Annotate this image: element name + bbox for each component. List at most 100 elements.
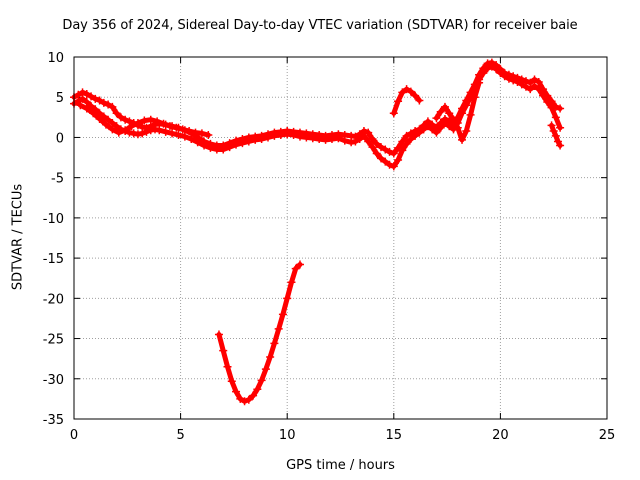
data-point: [153, 117, 162, 126]
data-point: [291, 264, 300, 273]
data-point: [364, 128, 373, 137]
plot-frame: [73, 56, 608, 420]
data-point: [398, 137, 407, 146]
data-point: [197, 129, 206, 138]
grid: [74, 57, 607, 419]
data-point: [104, 115, 113, 124]
data-point: [180, 132, 189, 141]
data-point: [551, 113, 560, 122]
data-point: [359, 131, 368, 140]
data-point: [315, 135, 324, 144]
data-point: [551, 131, 560, 140]
data-point: [155, 126, 164, 135]
data-point: [394, 155, 403, 164]
data-point: [394, 143, 403, 152]
data-point: [223, 362, 232, 371]
data-point: [266, 353, 275, 362]
series-line: [71, 64, 563, 169]
data-point: [116, 113, 125, 122]
data-point: [206, 143, 215, 152]
data-point: [470, 93, 479, 102]
data-point: [419, 125, 428, 134]
data-point: [492, 65, 501, 74]
data-point: [133, 130, 142, 139]
data-point: [513, 77, 522, 86]
data-point: [104, 100, 113, 109]
data-point: [251, 135, 260, 144]
data-point: [232, 140, 241, 149]
data-point: [445, 122, 454, 131]
y-tick-label: 10: [47, 51, 64, 66]
data-point: [372, 139, 381, 148]
data-point: [428, 125, 437, 134]
data-point: [377, 154, 386, 163]
chart-title: Day 356 of 2024, Sidereal Day-to-day VTE…: [62, 18, 578, 33]
data-point: [185, 127, 194, 136]
data-point: [440, 118, 449, 127]
data-point: [108, 102, 117, 111]
data-point: [487, 62, 496, 71]
series-track-c: [76, 101, 213, 140]
x-tick-label: 5: [176, 428, 184, 443]
data-point: [193, 138, 202, 147]
data-point: [389, 109, 398, 118]
data-point: [270, 131, 279, 140]
data-point: [321, 135, 330, 144]
data-point: [432, 114, 441, 123]
data-point: [368, 135, 377, 144]
data-point: [227, 377, 236, 386]
data-point: [415, 128, 424, 137]
data-point: [406, 135, 415, 144]
data-point: [432, 128, 441, 137]
data-point: [174, 131, 183, 140]
data-point: [458, 135, 467, 144]
data-point: [458, 109, 467, 118]
y-tick-label: -15: [43, 252, 64, 267]
series-track-d: [389, 85, 424, 118]
data-point: [172, 123, 181, 132]
data-point: [556, 141, 565, 150]
data-point: [82, 104, 91, 113]
data-point: [483, 64, 492, 73]
data-point: [462, 127, 471, 136]
data-point: [381, 145, 390, 154]
data-point: [466, 110, 475, 119]
series-track-g: [214, 260, 304, 406]
data-point: [138, 129, 147, 138]
data-point: [553, 137, 562, 146]
data-point: [517, 80, 526, 89]
x-tick-label: 20: [492, 428, 509, 443]
x-tick-label: 15: [386, 428, 403, 443]
data-point: [453, 123, 462, 132]
data-point: [449, 115, 458, 124]
data-point: [556, 104, 565, 113]
data-point: [140, 116, 149, 125]
data-point: [76, 101, 85, 110]
data-point: [204, 131, 213, 140]
data-point: [114, 128, 123, 137]
data-point: [89, 109, 98, 118]
data-point: [191, 128, 200, 137]
data-point: [543, 98, 552, 107]
y-tick-label: -5: [51, 172, 64, 187]
data-point: [232, 387, 241, 396]
data-point: [261, 365, 270, 374]
data-point: [257, 135, 266, 144]
data-point: [151, 125, 160, 134]
data-point: [270, 339, 279, 348]
data-point: [302, 133, 311, 142]
data-point: [283, 294, 292, 303]
data-point: [165, 122, 174, 131]
data-point: [91, 94, 100, 103]
data-point: [398, 88, 407, 97]
data-point: [500, 72, 509, 81]
data-point: [436, 123, 445, 132]
data-point: [530, 81, 539, 90]
y-tick-label: 5: [56, 91, 64, 106]
data-point: [462, 101, 471, 110]
data-point: [74, 97, 83, 106]
data-point: [521, 82, 530, 91]
data-point: [340, 136, 349, 145]
data-point: [381, 157, 390, 166]
data-point: [87, 92, 96, 101]
